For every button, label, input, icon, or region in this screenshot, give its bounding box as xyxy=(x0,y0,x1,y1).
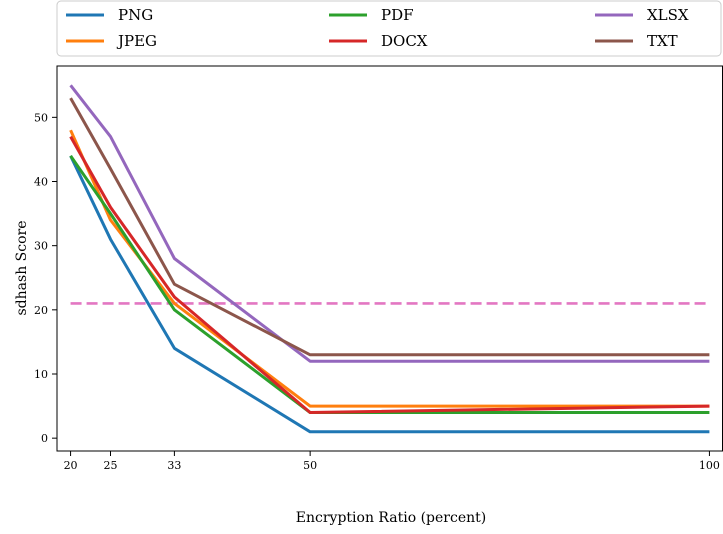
legend-label-docx: DOCX xyxy=(381,32,428,50)
legend-box xyxy=(56,0,722,57)
y-tick-label: 0 xyxy=(41,432,48,445)
legend-label-jpeg: JPEG xyxy=(116,32,157,50)
series-line-txt xyxy=(69,97,710,357)
series-line-docx xyxy=(69,135,710,414)
plot-area: 20 25 33 50 100 0 10 20 30 40 50 xyxy=(34,65,723,472)
x-tick-label: 100 xyxy=(699,459,720,472)
x-tick-label: 33 xyxy=(167,459,181,472)
legend-label-png: PNG xyxy=(118,6,153,24)
legend-label-txt: TXT xyxy=(647,32,678,50)
legend-label-xlsx: XLSX xyxy=(647,6,689,24)
series-line-png xyxy=(69,155,710,434)
series-line-xlsx xyxy=(69,84,710,363)
y-tick-label: 40 xyxy=(34,176,48,189)
x-tick-label: 20 xyxy=(64,459,78,472)
x-axis-label: Encryption Ratio (percent) xyxy=(296,510,486,526)
legend: PNG JPEG PDF DOCX XLSX TXT xyxy=(56,0,722,57)
series-line-pdf xyxy=(69,154,710,414)
y-tick-label: 10 xyxy=(34,368,48,381)
x-tick-label: 50 xyxy=(303,459,317,472)
x-tick-label: 25 xyxy=(104,459,118,472)
series-line-jpeg xyxy=(69,129,710,408)
y-tick-label: 20 xyxy=(34,304,48,317)
plot-frame xyxy=(56,65,723,452)
y-axis-label: sdhash Score xyxy=(14,221,30,316)
y-tick-label: 50 xyxy=(34,111,48,124)
legend-label-pdf: PDF xyxy=(381,6,414,24)
y-tick-label: 30 xyxy=(34,240,48,253)
